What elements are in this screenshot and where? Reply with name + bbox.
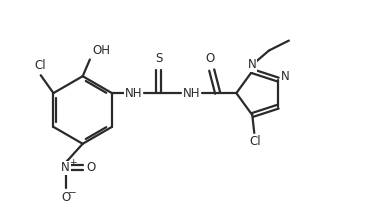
Text: −: − — [68, 188, 77, 198]
Text: N: N — [248, 58, 256, 71]
Text: O: O — [205, 52, 214, 65]
Text: S: S — [155, 52, 163, 65]
Text: +: + — [69, 158, 76, 167]
Text: Cl: Cl — [35, 59, 46, 72]
Text: N: N — [61, 161, 70, 174]
Text: OH: OH — [92, 44, 110, 57]
Text: NH: NH — [125, 87, 142, 100]
Text: O: O — [87, 161, 96, 174]
Text: Cl: Cl — [249, 135, 261, 148]
Text: NH: NH — [183, 87, 201, 100]
Text: O: O — [61, 191, 70, 204]
Text: N: N — [281, 70, 290, 83]
